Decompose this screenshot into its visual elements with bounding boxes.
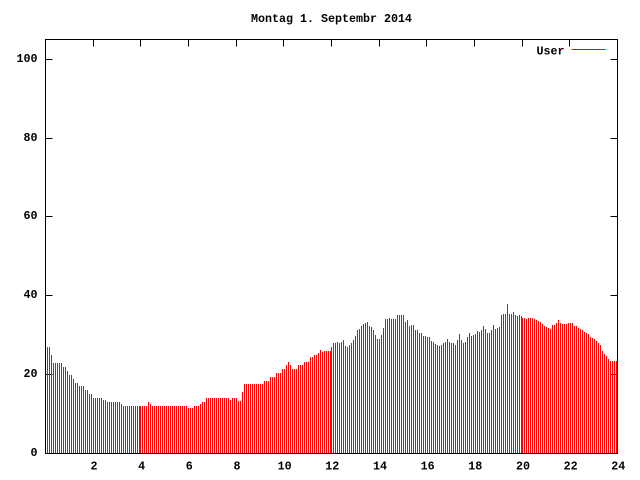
svg-text:8: 8: [234, 460, 241, 474]
svg-text:24: 24: [611, 460, 625, 474]
svg-text:14: 14: [373, 460, 387, 474]
svg-text:22: 22: [564, 460, 578, 474]
svg-text:40: 40: [24, 288, 38, 302]
svg-text:User: User: [537, 45, 565, 59]
svg-text:4: 4: [138, 460, 145, 474]
svg-text:80: 80: [24, 131, 38, 145]
svg-text:18: 18: [468, 460, 482, 474]
svg-text:6: 6: [186, 460, 193, 474]
svg-text:20: 20: [24, 367, 38, 381]
svg-text:0: 0: [31, 446, 38, 460]
svg-text:20: 20: [516, 460, 530, 474]
svg-text:2: 2: [91, 460, 98, 474]
svg-text:60: 60: [24, 209, 38, 223]
svg-text:Montag 1. Septembr 2014: Montag 1. Septembr 2014: [251, 12, 412, 26]
svg-text:12: 12: [325, 460, 339, 474]
svg-text:16: 16: [421, 460, 435, 474]
svg-text:100: 100: [17, 52, 38, 66]
svg-text:10: 10: [278, 460, 292, 474]
